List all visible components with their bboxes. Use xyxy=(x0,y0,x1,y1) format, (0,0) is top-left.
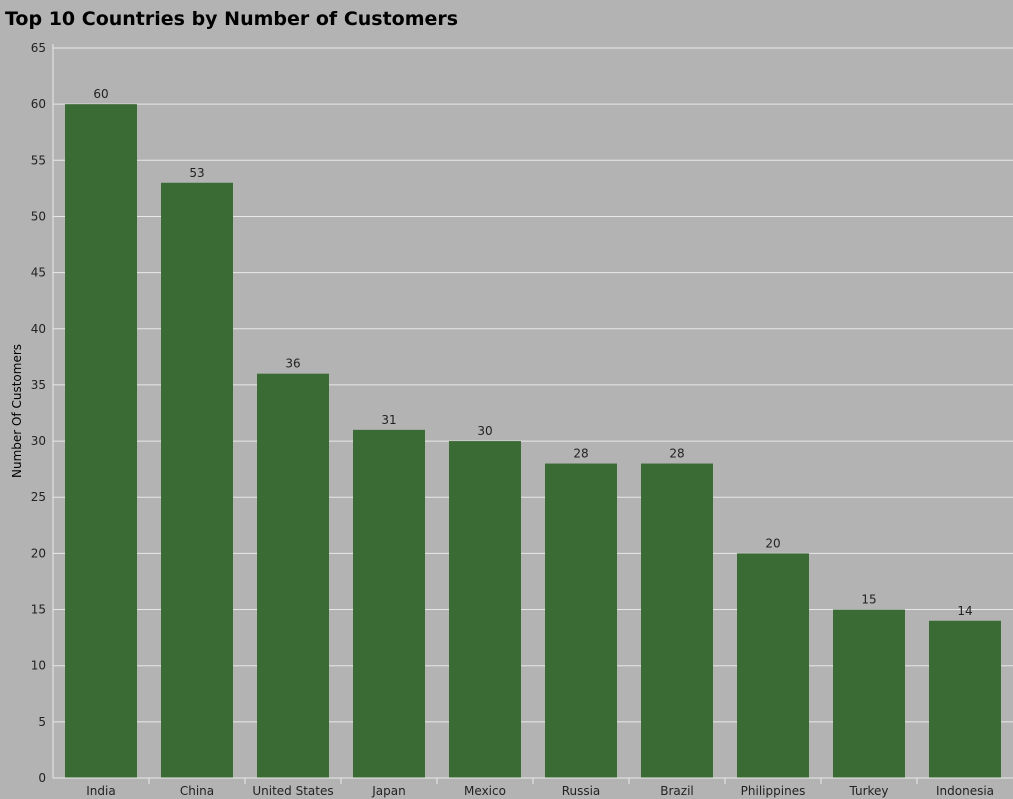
x-tick-label: China xyxy=(180,784,214,798)
y-tick-label: 40 xyxy=(31,322,46,336)
data-label: 20 xyxy=(765,536,780,550)
bar[interactable] xyxy=(641,463,713,778)
bar[interactable] xyxy=(449,441,521,778)
y-tick-label: 35 xyxy=(31,378,46,392)
data-label: 14 xyxy=(957,604,972,618)
bar[interactable] xyxy=(353,429,425,778)
y-tick-label: 10 xyxy=(31,659,46,673)
bar[interactable] xyxy=(65,104,137,778)
data-label: 53 xyxy=(189,166,204,180)
data-label: 15 xyxy=(861,593,876,607)
bar[interactable] xyxy=(929,620,1001,778)
bars xyxy=(65,104,1001,778)
x-tick-label: Russia xyxy=(562,784,601,798)
bar[interactable] xyxy=(737,553,809,778)
y-axis-ticks: 0 5 10 15 20 25 30 35 40 45 50 55 60 65 xyxy=(31,41,46,785)
chart-title: Top 10 Countries by Number of Customers xyxy=(5,8,459,30)
data-label: 30 xyxy=(477,424,492,438)
data-label: 31 xyxy=(381,413,396,427)
data-label: 28 xyxy=(669,447,684,461)
y-tick-label: 60 xyxy=(31,97,46,111)
y-tick-label: 50 xyxy=(31,209,46,223)
y-tick-label: 25 xyxy=(31,490,46,504)
x-axis-ticks: India China United States Japan Mexico Russia… xyxy=(86,778,994,798)
data-label: 60 xyxy=(93,87,108,101)
y-tick-label: 0 xyxy=(38,771,46,785)
bar[interactable] xyxy=(161,182,233,778)
data-labels: 60 53 36 31 30 28 28 20 15 14 xyxy=(93,87,972,618)
x-tick-label: United States xyxy=(252,784,333,798)
data-label: 36 xyxy=(285,357,300,371)
data-label: 28 xyxy=(573,447,588,461)
y-axis-label: Number Of Customers xyxy=(10,344,24,478)
bar[interactable] xyxy=(545,463,617,778)
x-tick-label: Philippines xyxy=(741,784,806,798)
y-tick-label: 65 xyxy=(31,41,46,55)
bar[interactable] xyxy=(257,373,329,778)
x-tick-label: Turkey xyxy=(848,784,888,798)
y-tick-label: 15 xyxy=(31,603,46,617)
x-tick-label: Brazil xyxy=(660,784,694,798)
bar[interactable] xyxy=(833,609,905,778)
y-tick-label: 5 xyxy=(38,715,46,729)
x-tick-label: India xyxy=(86,784,115,798)
x-tick-label: Mexico xyxy=(464,784,506,798)
x-tick-label: Japan xyxy=(371,784,405,798)
y-tick-label: 20 xyxy=(31,546,46,560)
y-tick-label: 30 xyxy=(31,434,46,448)
y-tick-label: 45 xyxy=(31,266,46,280)
y-tick-label: 55 xyxy=(31,153,46,167)
x-tick-label: Indonesia xyxy=(936,784,994,798)
